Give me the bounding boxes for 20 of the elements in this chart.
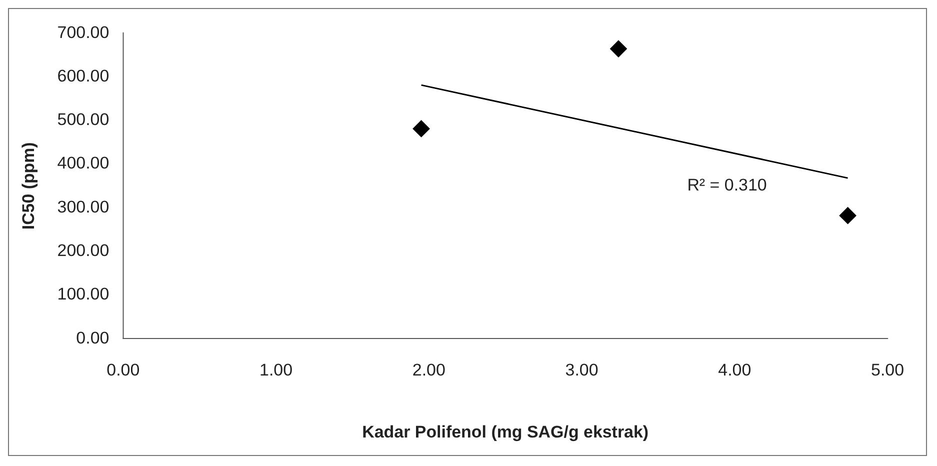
x-tick-label: 4.00 [718,360,752,380]
x-tick-label: 3.00 [565,360,598,380]
point [610,40,627,58]
y-tick-label: 300.00 [57,197,110,216]
y-tick-label: 400.00 [57,154,110,173]
y-tick-label: 200.00 [57,241,110,260]
x-tick-label: 0.00 [106,360,140,380]
y-tick-label: 100.00 [57,284,110,304]
x-tick-label: 2.00 [412,360,446,380]
x-tick-label: 5.00 [871,360,904,380]
point [412,120,430,138]
y-tick-label: 500.00 [57,110,110,130]
y-tick-label: 0.00 [76,328,110,348]
y-axis-title: IC50 (ppm) [18,142,38,230]
y-tick-label: 600.00 [57,66,110,86]
x-axis-title: Kadar Polifenol (mg SAG/g ekstrak) [362,422,649,442]
y-tick-label: 700.00 [57,22,110,42]
annotation: R² = 0.310 [687,176,767,195]
x-tick-label: 1.00 [260,360,293,380]
point [839,207,856,224]
